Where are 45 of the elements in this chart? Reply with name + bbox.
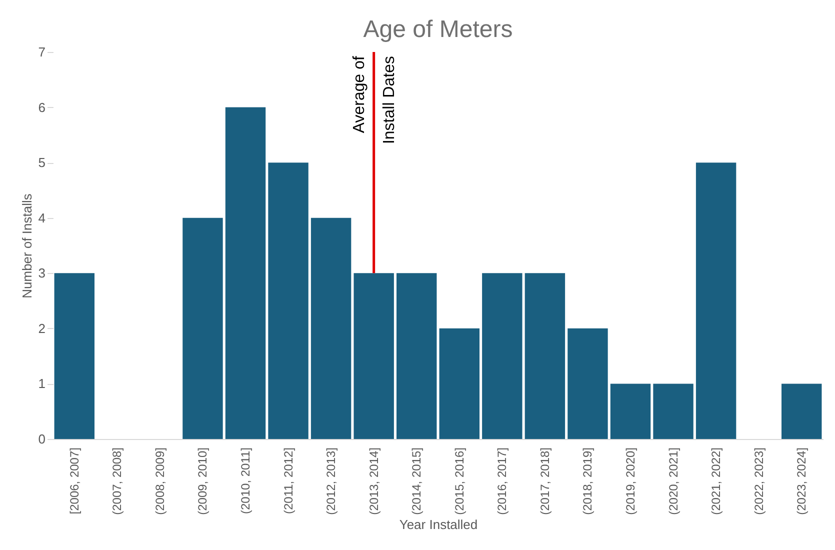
bar: [696, 162, 736, 439]
bar: [354, 273, 394, 439]
y-axis-title: Number of Installs: [19, 193, 34, 298]
bar: [653, 384, 694, 439]
x-tick-label: (2015, 2016]: [452, 448, 466, 515]
x-tick-label: (2020, 2021]: [666, 448, 680, 515]
x-tick-label: (2019, 2020]: [624, 448, 638, 515]
x-tick-label: (2012, 2013]: [324, 448, 338, 515]
bar: [482, 273, 522, 439]
x-tick-label: [2006, 2007]: [67, 448, 82, 514]
bar: [268, 162, 308, 439]
bar: [439, 328, 480, 439]
y-tick-label: 7: [38, 44, 46, 60]
y-tick-label: 3: [38, 266, 46, 281]
x-tick-label: (2018, 2019]: [580, 448, 595, 515]
chart-title: Age of Meters: [363, 16, 513, 43]
bar: [225, 107, 266, 439]
x-tick-label: (2008, 2009]: [152, 448, 167, 515]
bar: [310, 218, 352, 439]
x-tick-label: (2013, 2014]: [366, 448, 381, 515]
x-axis-title: Year Installed: [399, 516, 478, 532]
x-tick-label: (2016, 2017]: [495, 448, 510, 515]
y-tick-label: 1: [38, 376, 46, 392]
x-tick-label: (2014, 2015]: [410, 448, 424, 515]
bar: [782, 384, 822, 439]
y-tick-label: 4: [38, 210, 46, 226]
bar: [568, 328, 608, 439]
x-tick-label: (2007, 2008]: [110, 448, 124, 515]
x-tick-label: (2009, 2010]: [196, 448, 210, 515]
y-tick-label: 5: [38, 155, 46, 170]
y-tick-label: 2: [38, 320, 46, 336]
bar: [524, 273, 566, 439]
y-tick-label: 0: [38, 432, 46, 446]
ref-line-label: Average of Install Dates: [350, 55, 398, 144]
y-tick-label: 6: [38, 100, 46, 115]
x-tick-label: (2017, 2018]: [538, 448, 552, 515]
bar: [54, 273, 94, 439]
x-tick-label: (2011, 2012]: [281, 448, 296, 514]
bar: [610, 384, 651, 439]
x-tick-label: (2022, 2023]: [752, 448, 766, 515]
bar: [396, 273, 437, 439]
x-tick-label: (2021, 2022]: [709, 448, 724, 515]
bar: [182, 218, 223, 439]
x-tick-label: (2023, 2024]: [794, 448, 809, 515]
x-tick-label: (2010, 2011]: [238, 448, 252, 514]
